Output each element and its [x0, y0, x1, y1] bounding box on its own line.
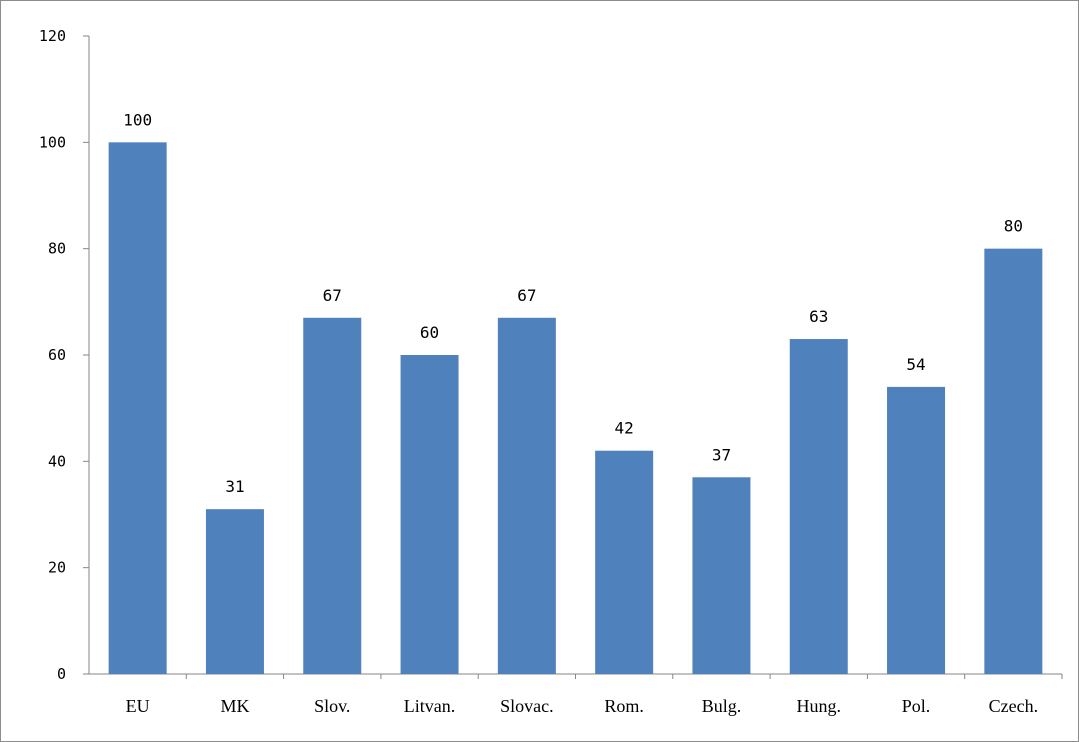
data-label: 31 [225, 477, 244, 496]
data-label: 67 [517, 286, 536, 305]
bar [887, 386, 946, 674]
bar [108, 142, 167, 675]
x-tick-label: Hung. [797, 696, 842, 716]
x-tick-label: Pol. [902, 696, 931, 716]
bar-series [108, 142, 1043, 675]
bar [400, 355, 459, 674]
data-label: 63 [809, 307, 828, 326]
x-tick-label: MK [220, 696, 249, 716]
bar [497, 317, 556, 674]
bar [205, 509, 264, 674]
bar [984, 248, 1043, 674]
bar [595, 450, 654, 674]
data-label: 37 [712, 445, 731, 464]
y-tick-label: 100 [39, 133, 66, 151]
x-tick-label: EU [126, 696, 150, 716]
x-tick-label: Bulg. [702, 696, 742, 716]
bar [303, 317, 362, 674]
y-tick-label: 60 [48, 346, 66, 364]
data-label: 42 [615, 419, 634, 438]
y-tick-label: 0 [57, 665, 66, 683]
bar [692, 477, 751, 674]
y-tick-label: 80 [48, 240, 66, 258]
y-axis-ticks: 0 20 40 60 80 100 120 [39, 27, 89, 683]
x-tick-label: Czech. [989, 696, 1038, 716]
y-tick-label: 120 [39, 27, 66, 45]
data-label: 100 [123, 110, 152, 129]
data-label: 54 [906, 355, 925, 374]
y-tick-label: 20 [48, 559, 66, 577]
x-tick-label: Slov. [314, 696, 350, 716]
bar [789, 339, 848, 674]
x-tick-label: Litvan. [404, 696, 456, 716]
y-tick-label: 40 [48, 452, 66, 470]
x-tick-label: Slovac. [500, 696, 554, 716]
data-label: 60 [420, 323, 439, 342]
data-label: 80 [1004, 217, 1023, 236]
data-labels: 100 31 67 60 67 42 37 63 54 80 [123, 110, 1023, 496]
x-tick-label: Rom. [604, 696, 644, 716]
x-axis-ticks: EU MK Slov. Litvan. Slovac. Rom. Bulg. Hung. Pol… [126, 674, 1063, 716]
data-label: 67 [323, 286, 342, 305]
